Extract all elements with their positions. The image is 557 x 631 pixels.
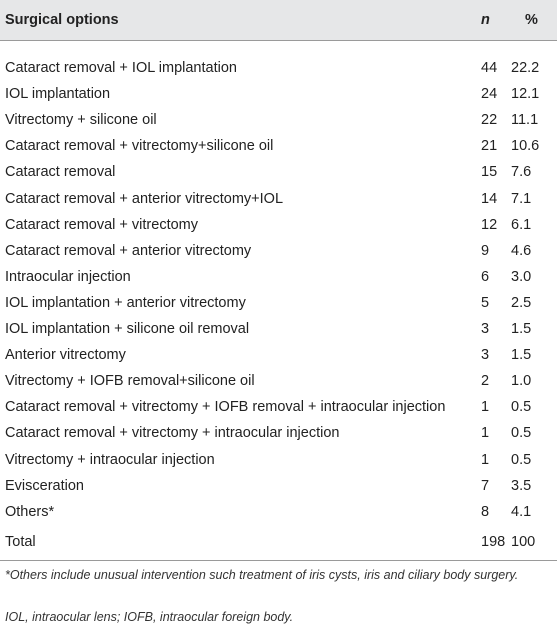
row-label: Cataract removal + vitrectomy+silicone o… [5, 138, 274, 155]
row-value: 10.6 [511, 138, 540, 155]
row-label: Evisceration [5, 477, 84, 494]
row-value: 2 [481, 373, 490, 390]
row-value: 3.0 [511, 268, 532, 285]
row-label: Cataract removal + vitrectomy [5, 216, 198, 233]
row-value: 12.1 [511, 86, 540, 103]
row-value: 6 [481, 268, 490, 285]
row-label: Vitrectomy + silicone oil [5, 112, 157, 129]
row-value: 12 [481, 216, 498, 233]
row-value: 1 [481, 399, 490, 416]
row-value: 8 [481, 503, 490, 520]
header-rule [0, 40, 557, 41]
header-cell: Surgical options [5, 12, 119, 28]
row-value: 0.5 [511, 425, 532, 442]
row-label: Intraocular injection [5, 268, 131, 285]
row-value: 22 [481, 112, 498, 129]
row-label: Cataract removal + anterior vitrectomy [5, 242, 252, 259]
row-label: Vitrectomy + intraocular injection [5, 451, 215, 468]
header-background [0, 0, 557, 40]
row-value: 22.2 [511, 60, 540, 76]
row-value: 3 [481, 347, 490, 364]
row-value: 6.1 [511, 216, 532, 233]
header-cell: n [481, 12, 490, 28]
row-value: 0.5 [511, 399, 532, 416]
row-value: 3.5 [511, 477, 532, 494]
row-value: 7.6 [511, 164, 532, 181]
row-label: Anterior vitrectomy [5, 347, 126, 364]
row-label: Others* [5, 503, 55, 520]
row-value: 0.5 [511, 451, 532, 468]
row-value: 7.1 [511, 190, 532, 207]
row-value: 7 [481, 477, 490, 494]
row-label: Cataract removal + vitrectomy + IOFB rem… [5, 399, 446, 416]
footnote: IOL, intraocular lens; IOFB, intraocular… [5, 610, 294, 624]
header-cell: % [525, 12, 538, 28]
row-value: 1 [481, 425, 490, 442]
row-label: IOL implantation + anterior vitrectomy [5, 294, 246, 311]
row-value: 15 [481, 164, 498, 181]
row-value: 14 [481, 190, 498, 207]
row-value: 4.6 [511, 242, 532, 259]
row-value: 1 [481, 451, 490, 468]
row-value: 100 [511, 533, 536, 550]
row-label: Cataract removal + anterior vitrectomy+I… [5, 190, 284, 207]
row-value: 44 [481, 60, 498, 76]
row-label: Cataract removal + vitrectomy + intraocu… [5, 425, 340, 442]
footer-rule [0, 560, 557, 561]
row-label: Cataract removal + IOL implantation [5, 60, 237, 76]
row-label: Total [5, 533, 36, 550]
row-value: 2.5 [511, 294, 532, 311]
row-value: 9 [481, 242, 490, 259]
row-value: 1.5 [511, 321, 532, 337]
row-value: 198 [481, 533, 506, 550]
row-value: 3 [481, 321, 490, 337]
row-value: 24 [481, 86, 498, 103]
row-value: 4.1 [511, 503, 532, 520]
row-label: IOL implantation [5, 86, 111, 103]
row-label: Vitrectomy + IOFB removal+silicone oil [5, 373, 255, 390]
row-value: 1.0 [511, 373, 532, 390]
footnote: *Others include unusual intervention suc… [5, 568, 519, 582]
row-label: Cataract removal [5, 164, 116, 181]
row-value: 11.1 [511, 112, 539, 129]
row-label: IOL implantation + silicone oil removal [5, 321, 250, 337]
row-value: 5 [481, 294, 490, 311]
row-value: 1.5 [511, 347, 532, 364]
row-value: 21 [481, 138, 498, 155]
